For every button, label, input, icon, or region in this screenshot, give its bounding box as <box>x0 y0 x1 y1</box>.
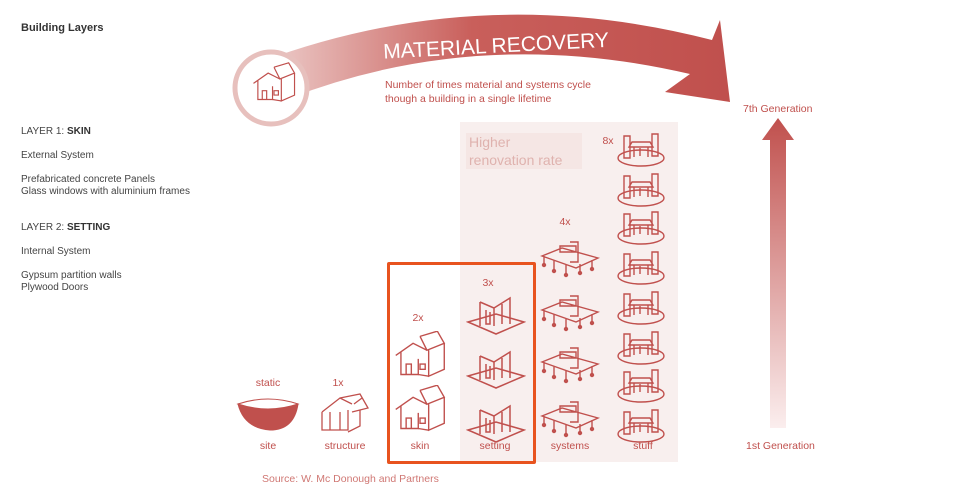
column-count-stuff: 8x <box>602 135 614 147</box>
source-note: Source: W. Mc Donough and Partners <box>262 473 439 485</box>
recovery-arrow: MATERIAL RECOVERY <box>232 14 730 127</box>
systems-icon <box>541 241 599 278</box>
layer1-name: SKIN <box>66 126 91 137</box>
layer1-prefix: LAYER 1: <box>21 126 67 137</box>
panel-label-line: renovation rate <box>469 152 563 168</box>
subtitle-line: though a building in a single lifetime <box>385 93 552 105</box>
column-count-systems: 4x <box>559 216 571 228</box>
layer1-system: External System <box>21 150 94 161</box>
layer2-prefix: LAYER 2: <box>21 222 67 233</box>
generation-arrow <box>762 118 794 428</box>
panel-label-line: Higher <box>469 134 511 150</box>
layer2-material: Gypsum partition walls <box>21 270 122 281</box>
stuff-furniture-icon <box>617 211 665 245</box>
generation-top-label: 7th Generation <box>743 103 813 115</box>
page-title: Building Layers <box>21 22 104 34</box>
layer1-material: Glass windows with aluminium frames <box>21 186 190 197</box>
site-icon-top <box>236 398 300 410</box>
column-label-stuff: stuff <box>633 440 653 452</box>
column-label-structure: structure <box>324 440 366 452</box>
systems-icon <box>541 295 599 332</box>
stuff-furniture-icon <box>617 251 665 285</box>
stuff-furniture-icon <box>617 331 665 365</box>
subtitle-line: Number of times material and systems cyc… <box>385 79 591 91</box>
stuff-furniture-icon <box>617 369 665 403</box>
stuff-furniture-icon <box>617 173 665 207</box>
layer2-name: SETTING <box>66 222 111 233</box>
column-label-skin: skin <box>410 440 430 452</box>
column-label-setting: setting <box>479 440 511 452</box>
stuff-furniture-icon <box>617 409 665 443</box>
layer2-heading: LAYER 2: SETTING <box>21 222 110 233</box>
column-label-site: site <box>259 440 277 452</box>
layer2-material: Plywood Doors <box>21 282 89 293</box>
systems-icon <box>541 347 599 384</box>
column-count-structure: 1x <box>332 377 344 389</box>
stuff-furniture-icon <box>617 291 665 325</box>
highlight-box <box>387 262 536 464</box>
higher-renovation-label: Higher renovation rate <box>466 133 582 169</box>
layer2-system: Internal System <box>21 246 91 257</box>
generation-bottom-label: 1st Generation <box>746 440 815 452</box>
layer1-material: Prefabricated concrete Panels <box>21 174 155 185</box>
column-count-setting: 3x <box>482 277 494 289</box>
column-label-systems: systems <box>550 440 590 452</box>
column-count-skin: 2x <box>412 312 424 324</box>
layer1-heading: LAYER 1: SKIN <box>21 126 91 137</box>
systems-icon <box>541 401 599 438</box>
structure-icon <box>321 393 369 433</box>
layer-icons <box>236 133 665 443</box>
column-count-site: static <box>255 377 281 389</box>
